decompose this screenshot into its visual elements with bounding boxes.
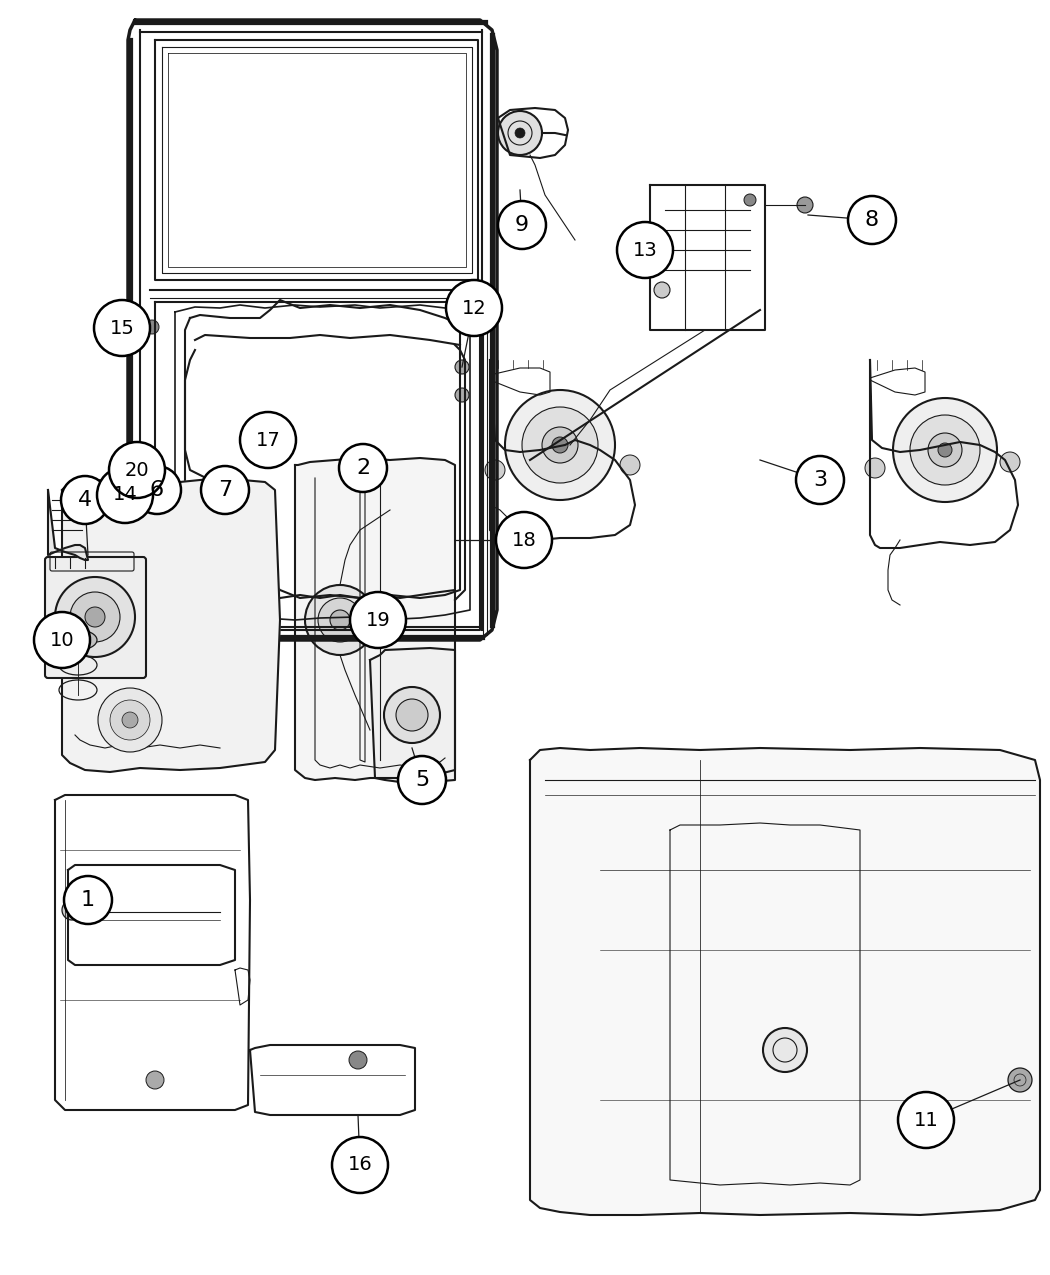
Circle shape (110, 700, 150, 739)
Ellipse shape (59, 630, 97, 650)
Circle shape (865, 458, 885, 478)
Circle shape (70, 592, 120, 643)
Circle shape (938, 442, 952, 456)
Text: 15: 15 (109, 319, 134, 338)
Circle shape (522, 407, 598, 483)
Text: 5: 5 (415, 770, 429, 790)
Circle shape (146, 1071, 164, 1089)
Circle shape (160, 484, 170, 495)
Circle shape (505, 390, 615, 500)
Text: 16: 16 (348, 1155, 373, 1174)
Circle shape (349, 1051, 368, 1068)
Circle shape (34, 612, 90, 668)
Circle shape (446, 280, 502, 337)
Circle shape (396, 699, 428, 731)
Circle shape (240, 412, 296, 468)
Polygon shape (370, 648, 455, 782)
Text: 6: 6 (150, 479, 164, 500)
Circle shape (122, 711, 138, 728)
Text: 12: 12 (462, 298, 486, 317)
Circle shape (496, 513, 552, 567)
Circle shape (498, 201, 546, 249)
Circle shape (542, 427, 578, 463)
Circle shape (330, 609, 350, 630)
Circle shape (304, 585, 375, 655)
Circle shape (455, 388, 469, 402)
Circle shape (332, 1137, 388, 1193)
Circle shape (384, 687, 440, 743)
Text: 8: 8 (865, 210, 879, 229)
Circle shape (910, 414, 980, 484)
Polygon shape (48, 490, 88, 560)
Circle shape (898, 1091, 954, 1148)
Circle shape (1008, 1068, 1032, 1091)
Text: 4: 4 (78, 490, 92, 510)
Text: 10: 10 (49, 631, 75, 649)
Text: 17: 17 (255, 431, 280, 450)
Circle shape (848, 196, 896, 244)
Polygon shape (530, 748, 1040, 1215)
Circle shape (763, 1028, 807, 1072)
Polygon shape (62, 478, 280, 771)
Circle shape (620, 455, 640, 476)
Polygon shape (295, 458, 455, 780)
Circle shape (109, 442, 165, 499)
Text: 14: 14 (112, 486, 138, 505)
Circle shape (318, 598, 362, 643)
Circle shape (55, 578, 135, 657)
Text: 19: 19 (365, 611, 391, 630)
Circle shape (350, 592, 406, 648)
Circle shape (514, 128, 525, 138)
Circle shape (398, 756, 446, 805)
Circle shape (498, 111, 542, 156)
Text: 2: 2 (356, 458, 370, 478)
Text: 11: 11 (914, 1111, 939, 1130)
Circle shape (455, 360, 469, 374)
Text: 3: 3 (813, 470, 827, 490)
Circle shape (145, 320, 159, 334)
Circle shape (892, 398, 998, 502)
Circle shape (654, 282, 670, 298)
Circle shape (928, 434, 962, 467)
Circle shape (94, 300, 150, 356)
Circle shape (201, 465, 249, 514)
Text: 20: 20 (125, 460, 149, 479)
Circle shape (85, 607, 105, 627)
Text: 1: 1 (81, 890, 96, 910)
FancyBboxPatch shape (45, 557, 146, 678)
Circle shape (617, 222, 673, 278)
Text: 9: 9 (514, 215, 529, 235)
Text: 13: 13 (632, 241, 657, 260)
Circle shape (313, 467, 349, 502)
Circle shape (1000, 453, 1020, 472)
Circle shape (552, 437, 568, 453)
Circle shape (133, 465, 181, 514)
Circle shape (64, 876, 112, 924)
Circle shape (61, 476, 109, 524)
Circle shape (485, 460, 505, 479)
Circle shape (744, 194, 756, 207)
Circle shape (797, 198, 813, 213)
Text: 18: 18 (511, 530, 537, 550)
Text: 7: 7 (218, 479, 232, 500)
Circle shape (97, 467, 153, 523)
Circle shape (62, 900, 82, 921)
Circle shape (339, 444, 387, 492)
Circle shape (98, 688, 162, 752)
Circle shape (796, 456, 844, 504)
